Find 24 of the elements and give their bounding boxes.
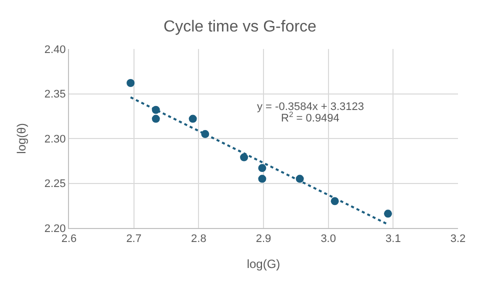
x-tick-label: 2.7 <box>126 233 142 246</box>
x-tick-label: 2.8 <box>191 233 206 246</box>
chart-title: Cycle time vs G-force <box>164 18 317 36</box>
point <box>258 174 266 183</box>
point <box>126 79 135 88</box>
x-tick-label: 3.1 <box>386 233 401 246</box>
x-tick-label: 2.6 <box>61 233 77 246</box>
y-tick-label: 2.20 <box>44 222 66 235</box>
y-tick-label: 2.40 <box>44 44 66 56</box>
y-tick-label: 2.30 <box>44 133 66 146</box>
point <box>152 114 160 123</box>
point <box>258 164 266 172</box>
x-tick-label: 3.0 <box>320 233 336 246</box>
point <box>384 210 392 218</box>
point <box>240 153 248 162</box>
y-tick-label: 2.25 <box>44 178 66 190</box>
x-tick-label: 2.9 <box>256 233 272 246</box>
annotation: R$^{2}$ = 0.9494 <box>281 110 340 125</box>
x-axis-title: log(G) <box>246 257 280 272</box>
y-axis-title: log(θ) <box>14 123 29 154</box>
annotation: y = -0.3584x + 3.3123 <box>257 101 364 113</box>
y-tick-label: 2.35 <box>44 88 66 101</box>
point <box>188 114 197 123</box>
x-tick-label: 3.2 <box>450 233 466 246</box>
